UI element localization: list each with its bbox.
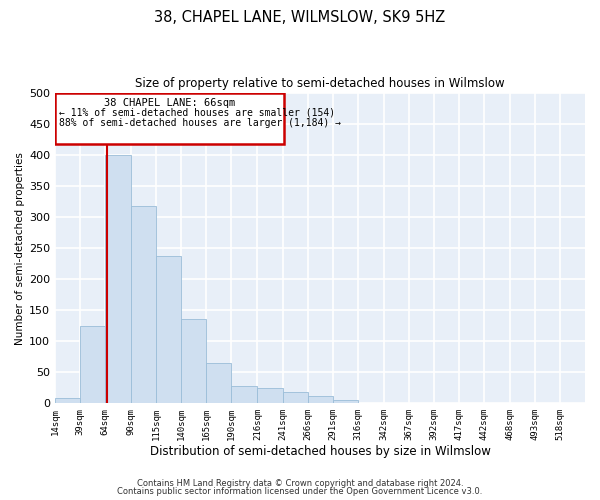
FancyBboxPatch shape bbox=[55, 93, 284, 144]
Title: Size of property relative to semi-detached houses in Wilmslow: Size of property relative to semi-detach… bbox=[135, 78, 505, 90]
Text: 38 CHAPEL LANE: 66sqm: 38 CHAPEL LANE: 66sqm bbox=[104, 98, 235, 108]
Bar bbox=[105, 155, 131, 403]
Bar bbox=[181, 319, 206, 403]
Text: 38, CHAPEL LANE, WILMSLOW, SK9 5HZ: 38, CHAPEL LANE, WILMSLOW, SK9 5HZ bbox=[154, 10, 446, 25]
Bar bbox=[257, 388, 283, 403]
Bar bbox=[80, 326, 105, 403]
Bar bbox=[55, 398, 80, 403]
Text: 88% of semi-detached houses are larger (1,184) →: 88% of semi-detached houses are larger (… bbox=[59, 118, 341, 128]
Bar bbox=[232, 386, 257, 403]
Bar bbox=[283, 392, 308, 403]
Bar bbox=[206, 363, 232, 403]
X-axis label: Distribution of semi-detached houses by size in Wilmslow: Distribution of semi-detached houses by … bbox=[149, 444, 491, 458]
Bar bbox=[308, 396, 332, 403]
Bar bbox=[157, 256, 181, 403]
Bar bbox=[332, 400, 358, 403]
Text: Contains public sector information licensed under the Open Government Licence v3: Contains public sector information licen… bbox=[118, 487, 482, 496]
Text: Contains HM Land Registry data © Crown copyright and database right 2024.: Contains HM Land Registry data © Crown c… bbox=[137, 478, 463, 488]
Text: ← 11% of semi-detached houses are smaller (154): ← 11% of semi-detached houses are smalle… bbox=[59, 108, 335, 118]
Y-axis label: Number of semi-detached properties: Number of semi-detached properties bbox=[15, 152, 25, 344]
Bar bbox=[131, 206, 157, 403]
